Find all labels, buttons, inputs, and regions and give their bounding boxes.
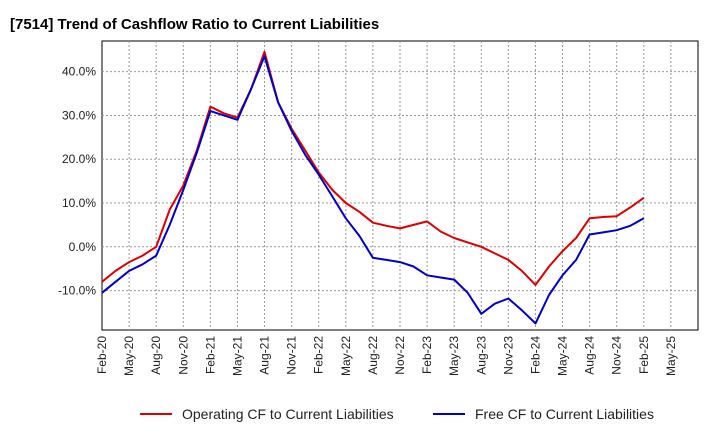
x-tick-label: May-23 [447,336,461,376]
legend-label: Operating CF to Current Liabilities [182,406,394,422]
x-tick-label: Nov-23 [501,336,515,375]
legend: Operating CF to Current Liabilities Free … [140,406,654,422]
x-tick-label: Aug-22 [366,336,380,375]
y-tick-label: 20.0% [62,152,96,166]
x-tick-label: May-24 [556,336,570,376]
legend-label: Free CF to Current Liabilities [475,406,654,422]
x-tick-label: Feb-24 [528,336,542,374]
x-tick-label: Aug-24 [583,336,597,375]
x-tick-label: May-21 [230,336,244,376]
x-tick-label: Nov-24 [610,336,624,375]
free-cf-line [101,55,645,325]
x-tick-label: Feb-22 [312,336,326,374]
y-axis-ticks: 40.0% 30.0% 20.0% 10.0% 0.0% -10.0% [58,65,96,298]
operating-cf-line [101,50,645,286]
chart-title: [7514] Trend of Cashflow Ratio to Curren… [10,16,380,33]
x-tick-label: Aug-21 [258,336,272,375]
x-tick-label: Feb-23 [420,336,434,374]
series-lines [101,50,645,325]
x-tick-label: May-20 [122,336,136,376]
x-tick-label: Feb-21 [203,336,217,374]
y-tick-label: 10.0% [62,196,96,210]
x-tick-label: Nov-22 [393,336,407,375]
x-tick-label: Feb-20 [95,336,109,374]
x-tick-label: Feb-25 [637,336,651,374]
y-tick-label: 30.0% [62,108,96,122]
x-tick-label: May-25 [664,336,678,376]
x-tick-label: May-22 [339,336,353,376]
x-tick-label: Nov-21 [285,336,299,375]
x-axis-ticks: Feb-20 May-20 Aug-20 Nov-20 Feb-21 May-21 Aug-… [95,336,678,376]
y-tick-label: -10.0% [58,284,96,298]
gridlines [102,41,698,330]
x-tick-label: Aug-20 [149,336,163,375]
y-tick-label: 40.0% [62,65,96,79]
x-tick-label: Nov-20 [176,336,190,375]
y-tick-label: 0.0% [69,240,97,254]
x-tick-label: Aug-23 [474,336,488,375]
